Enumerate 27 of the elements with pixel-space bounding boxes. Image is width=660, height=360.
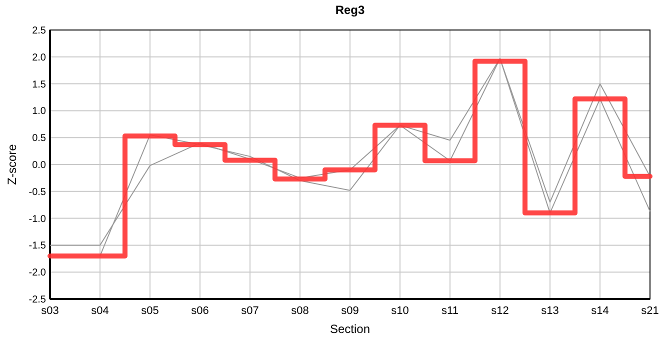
x-tick-label: s05 xyxy=(141,305,159,317)
y-tick-label: 1.0 xyxy=(32,106,46,118)
x-tick-label: s04 xyxy=(91,305,109,317)
y-tick-label: -1.5 xyxy=(28,240,46,252)
x-tick-label: s21 xyxy=(641,305,659,317)
y-tick-label: -1.0 xyxy=(28,214,46,225)
y-tick-label: 1.5 xyxy=(32,79,46,90)
x-tick-label: s06 xyxy=(191,305,209,317)
x-tick-label: s10 xyxy=(391,305,409,317)
x-tick-label: s09 xyxy=(341,305,359,317)
x-tick-label: s12 xyxy=(491,305,509,317)
x-tick-label: s03 xyxy=(41,305,59,317)
x-tick-label: s11 xyxy=(442,305,458,317)
x-tick-label: s08 xyxy=(291,305,309,317)
y-tick-label: 0.0 xyxy=(32,160,46,171)
x-axis-title: Section xyxy=(330,322,370,336)
y-tick-label: 2.5 xyxy=(32,26,46,36)
y-tick-label: 0.5 xyxy=(32,133,46,144)
x-tick-label: s13 xyxy=(541,305,559,317)
y-tick-label: -0.5 xyxy=(28,186,46,198)
x-tick-label: s07 xyxy=(241,305,259,317)
y-tick-label: 2.0 xyxy=(32,52,46,64)
y-tick-label: -2.0 xyxy=(28,268,46,279)
y-tick-label: -2.5 xyxy=(28,294,46,306)
y-axis-title: Z-score xyxy=(5,144,19,185)
chart-title: Reg3 xyxy=(335,3,365,17)
x-tick-label: s14 xyxy=(591,305,609,317)
